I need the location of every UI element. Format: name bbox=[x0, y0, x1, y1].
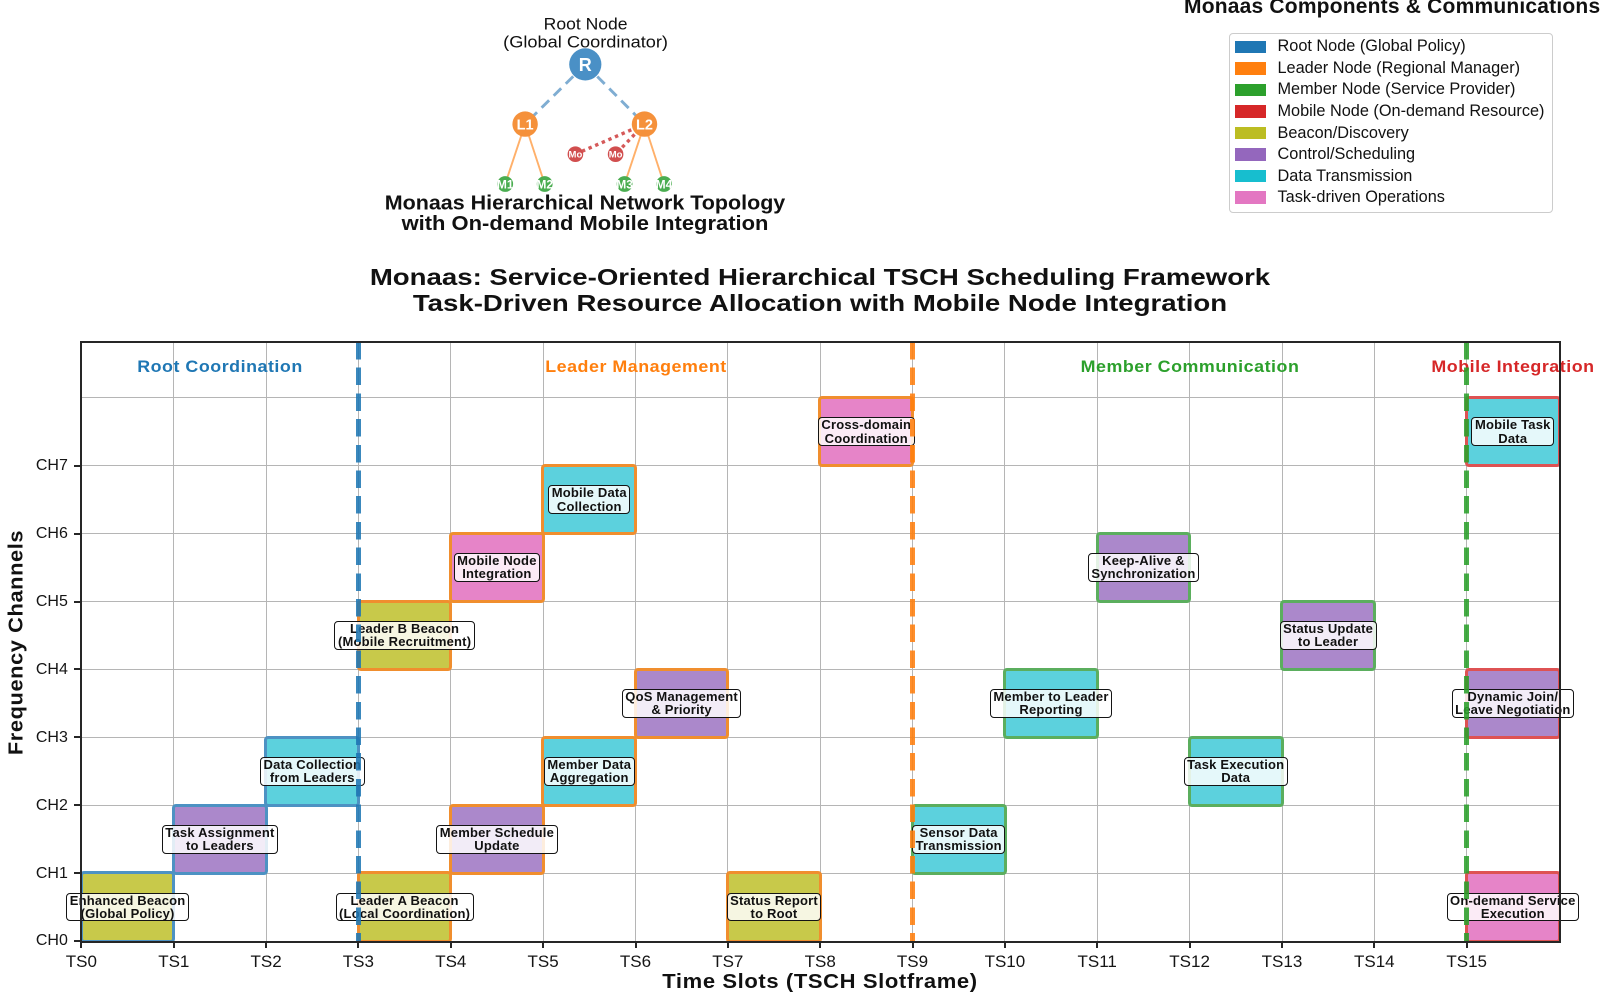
svg-text:L2: L2 bbox=[636, 117, 653, 133]
svg-text:Mo: Mo bbox=[569, 150, 583, 161]
svg-text:M4: M4 bbox=[656, 177, 673, 191]
svg-text:Root Node: Root Node bbox=[544, 15, 628, 34]
svg-text:with On-demand Mobile Integrat: with On-demand Mobile Integration bbox=[401, 213, 769, 235]
svg-text:M1: M1 bbox=[497, 177, 514, 191]
svg-text:L1: L1 bbox=[517, 117, 534, 133]
svg-text:M3: M3 bbox=[616, 177, 633, 191]
svg-text:Monaas Hierarchical Network To: Monaas Hierarchical Network Topology bbox=[385, 193, 786, 215]
svg-text:(Global Coordinator): (Global Coordinator) bbox=[503, 33, 668, 52]
svg-text:M2: M2 bbox=[536, 177, 553, 191]
svg-text:R: R bbox=[579, 55, 592, 75]
svg-text:Mo: Mo bbox=[609, 150, 623, 161]
